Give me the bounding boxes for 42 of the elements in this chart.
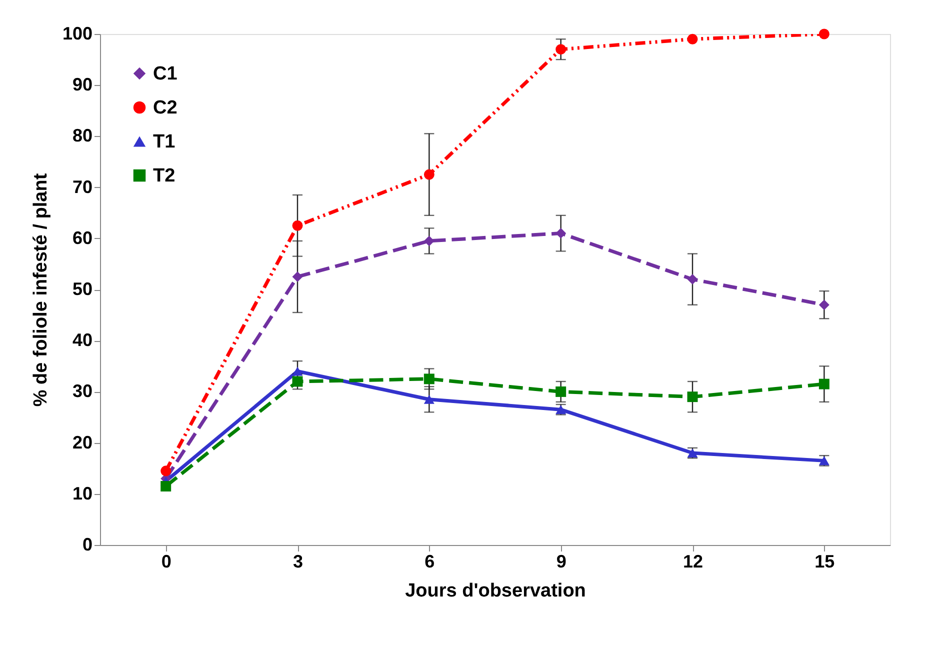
point [424,394,434,404]
y-tick-label: 70 [72,176,92,197]
y-tick-label: 80 [72,126,92,146]
point [160,466,172,476]
y-tick-label: 90 [72,74,92,95]
y-tick-label: 50 [72,279,92,299]
point [556,44,566,55]
y-axis-title: % de foliole infesté / plant [30,172,52,407]
point [292,220,303,231]
legend-label: T2 [153,166,176,186]
x-tick-label: 0 [161,552,172,572]
x-tick-label: 15 [814,552,835,572]
point [556,228,566,239]
x-axis-title: Jours d'observation [405,580,586,602]
y-tick-label: 0 [82,534,92,554]
y-tick-label: 10 [72,483,92,504]
point [424,169,434,180]
point [687,34,698,44]
legend-label: T1 [153,132,176,152]
x-tick-label: 9 [556,552,566,572]
y-tick-label: 30 [72,381,92,402]
point [818,300,830,310]
legend-label: C2 [153,98,178,118]
point [424,374,434,384]
x-tick-label: 12 [682,552,704,572]
y-tick-label: 60 [72,228,92,248]
point [687,392,698,402]
point [556,386,566,397]
point [292,271,303,282]
y-tick-label: 100 [62,24,92,44]
y-tick-label: 40 [72,330,92,350]
x-tick-label: 6 [424,552,435,572]
x-tick-label: 3 [292,552,304,572]
point [818,378,830,390]
point [424,236,434,246]
y-tick-label: 20 [72,432,92,452]
point [160,480,172,492]
point [687,274,698,285]
legend-label: C1 [153,64,178,84]
point [818,28,830,40]
point [292,366,303,376]
point [292,376,303,387]
